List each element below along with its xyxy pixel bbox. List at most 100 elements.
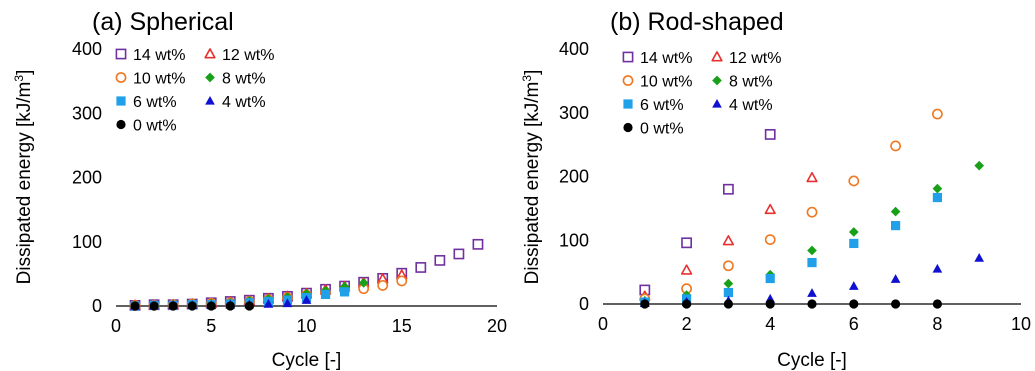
data-point [807,257,817,268]
data-point [244,301,254,311]
data-point [849,238,859,249]
legend-label: 14 wt% [640,50,692,67]
x-tick-label: 2 [682,314,692,334]
data-point [722,183,734,195]
data-point [932,299,943,309]
data-point [168,301,178,311]
y-tick-label: 0 [92,296,102,316]
data-point [723,287,733,298]
data-point [263,299,274,308]
legend-marker [204,48,216,59]
legend-marker [205,95,215,105]
legend-label: 4 wt% [729,97,773,114]
series-0-wt- [640,299,943,309]
data-point [415,262,427,273]
data-point [890,274,901,283]
data-point [806,206,818,218]
data-point [206,301,216,311]
data-point [764,129,776,140]
y-axis-title: Dissipated energy [kJ/m3] [12,70,35,285]
legend-marker [623,122,633,133]
x-tick-label: 0 [598,314,608,334]
data-point [320,289,331,300]
data-point [848,175,860,187]
data-point [434,254,446,266]
data-point [891,299,901,309]
data-point [680,264,693,275]
data-point [723,278,734,289]
data-point [807,288,817,297]
data-point [849,299,859,309]
legend-label: 4 wt% [222,94,266,111]
x-tick-label: 10 [1011,314,1031,334]
legend-label: 6 wt% [133,94,177,111]
data-point [890,206,901,217]
data-point [301,295,312,304]
y-axis-title: Dissipated energy [kJ/m3] [520,70,543,285]
legend-label: 10 wt% [640,74,692,91]
legend-marker [711,51,723,62]
data-point [396,275,408,287]
data-point [282,298,293,308]
x-axis-title: Cycle [-] [272,350,342,371]
series-12-wt- [639,171,818,301]
data-point [932,192,942,203]
y-tick-label: 400 [559,39,589,59]
data-point [358,278,369,288]
series-10-wt- [639,108,943,305]
legend-marker [115,48,127,60]
x-tick-label: 4 [765,314,775,334]
x-tick-label: 15 [392,316,412,336]
data-point [149,301,159,311]
x-tick-label: 0 [111,316,121,336]
legend-label: 12 wt% [729,50,781,67]
data-point [765,299,775,309]
data-point [377,280,389,291]
x-axis-title: Cycle [-] [777,350,847,371]
data-point [340,287,350,297]
legend-label: 8 wt% [729,74,773,91]
data-point [130,301,140,311]
legend-label: 12 wt% [222,47,274,64]
legend-label: 14 wt% [133,47,185,64]
legend-marker [623,99,633,109]
data-point [890,140,901,152]
data-point [932,263,943,273]
legend-label: 6 wt% [640,97,684,114]
y-tick-label: 400 [72,39,102,59]
data-point [932,108,943,120]
legend-marker [116,119,126,130]
y-tick-label: 200 [559,167,589,187]
data-point [974,253,985,262]
series-14-wt- [639,129,776,296]
series-0-wt- [130,301,254,311]
data-point [682,299,692,309]
data-point [765,273,775,284]
legend-marker [622,75,634,86]
data-point [764,234,776,246]
series-6-wt- [130,287,350,311]
legend-marker [712,98,722,108]
x-tick-label: 5 [206,316,216,336]
y-tick-label: 0 [579,294,589,314]
data-point [187,301,197,311]
legend-label: 8 wt% [222,71,266,88]
x-tick-label: 10 [296,316,316,336]
data-point [723,299,734,309]
legend: 14 wt% 12 wt% 10 wt% 8 wt% 6 wt% 4 wt% 0 wt% [115,47,274,135]
data-point [764,203,776,215]
data-point [848,281,859,290]
x-tick-label: 8 [932,314,942,334]
data-point [225,301,235,311]
data-point [891,220,901,231]
legend-marker [712,75,722,86]
x-tick-label: 20 [487,316,507,336]
data-point [807,299,817,309]
legend-label: 10 wt% [133,71,185,88]
series-8-wt- [639,160,985,306]
y-tick-label: 200 [72,168,102,188]
panel-title: (b) Rod-shaped [610,8,784,36]
data-point [807,245,817,256]
